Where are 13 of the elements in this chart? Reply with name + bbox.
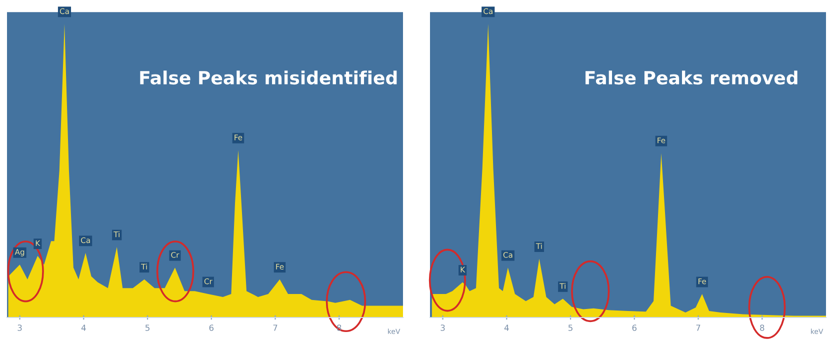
x-tick-label: 3 xyxy=(440,324,445,331)
x-tick-label: 7 xyxy=(696,324,700,331)
text: False Peaks removed xyxy=(586,70,798,85)
x-tick-label: 4 xyxy=(81,324,86,331)
x-tick-label: 6 xyxy=(632,324,637,331)
text: False Peaks misidentified xyxy=(140,70,397,85)
x-tick-label: 7 xyxy=(273,324,278,331)
x-tick-label: 8 xyxy=(760,324,764,331)
x-tick-label: 6 xyxy=(209,324,214,331)
x-tick-label: 3 xyxy=(18,324,22,331)
x-tick-label: 5 xyxy=(146,324,150,331)
x-tick-label: 5 xyxy=(568,324,572,331)
x-tick-label: 4 xyxy=(504,324,509,331)
